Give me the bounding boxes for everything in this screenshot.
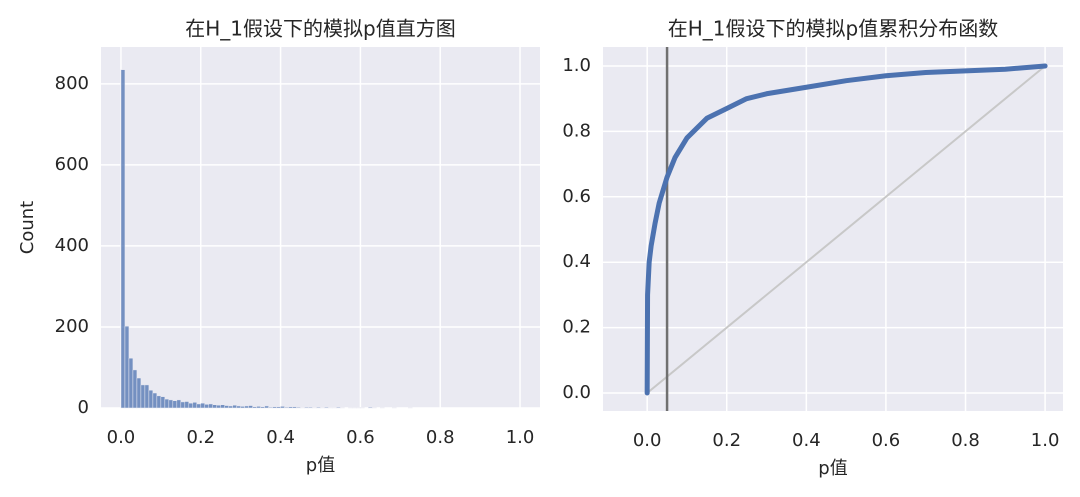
bar (152, 392, 158, 409)
x-tick-label: 0.4 (792, 430, 821, 451)
y-tick-label: 600 (55, 154, 89, 175)
bar (172, 400, 178, 409)
bar (176, 399, 182, 409)
bar (292, 406, 297, 409)
x-tick-label: 0.8 (951, 430, 980, 451)
bar (128, 357, 134, 409)
bar (132, 369, 138, 409)
x-tick-label: 0.4 (266, 427, 295, 448)
bar (124, 325, 130, 409)
bar (280, 406, 285, 409)
bar (168, 399, 174, 409)
bar (140, 384, 146, 409)
bar (336, 406, 341, 409)
bar (136, 377, 142, 409)
bar (224, 405, 229, 409)
bar (208, 403, 213, 409)
x-tick-label: 0.6 (872, 430, 901, 451)
y-tick-label: 400 (55, 235, 89, 256)
y-tick-label: 0.6 (562, 186, 591, 207)
bar (144, 384, 150, 409)
bar (308, 406, 313, 409)
bar (156, 395, 162, 409)
bar (228, 405, 233, 409)
bar (180, 401, 186, 409)
chart-title: 在H_1假设下的模拟p值累积分布函数 (668, 17, 998, 41)
bar (304, 406, 309, 409)
bar (324, 406, 329, 409)
y-axis-label: Count (17, 201, 38, 254)
bar (248, 405, 253, 409)
chart-title: 在H_1假设下的模拟p值直方图 (185, 17, 455, 41)
x-axis-label: p值 (818, 458, 847, 479)
bar (148, 389, 154, 409)
bar (188, 402, 194, 409)
line (644, 63, 1048, 396)
y-tick-label: 1.0 (562, 55, 591, 76)
bar (288, 406, 293, 409)
x-tick-label: 0.2 (712, 430, 741, 451)
y-tick-label: 0 (78, 397, 89, 418)
line (646, 64, 1047, 395)
bar (204, 404, 210, 409)
plot-area (603, 47, 1063, 411)
bar (216, 404, 221, 409)
bar (272, 406, 277, 409)
bar (316, 406, 321, 409)
bar (240, 406, 245, 409)
bar (212, 404, 217, 409)
bar (264, 405, 269, 409)
bar (256, 406, 261, 409)
bar (192, 402, 198, 409)
plot-area (101, 47, 540, 408)
y-tick-label: 0.2 (562, 317, 591, 338)
bar (196, 403, 202, 409)
bar (184, 401, 190, 409)
y-tick-label: 0.4 (562, 251, 591, 272)
x-tick-label: 0.0 (107, 427, 136, 448)
x-axis-label: p值 (306, 455, 335, 476)
bar (220, 404, 225, 409)
bar (200, 402, 206, 409)
x-tick-label: 0.0 (633, 430, 662, 451)
x-tick-label: 1.0 (506, 427, 535, 448)
bar (260, 406, 265, 409)
x-tick-label: 1.0 (1031, 430, 1060, 451)
bar (268, 406, 273, 409)
bar (368, 406, 373, 409)
bar (236, 405, 241, 409)
bar (244, 405, 249, 409)
bar (160, 396, 166, 409)
bar (252, 406, 257, 409)
bar (276, 406, 281, 409)
bar (120, 69, 126, 409)
y-tick-label: 0.8 (562, 120, 591, 141)
y-tick-label: 0.0 (562, 382, 591, 403)
bar (164, 398, 170, 409)
y-tick-label: 200 (55, 316, 89, 337)
x-tick-label: 0.8 (426, 427, 455, 448)
bar (232, 404, 237, 409)
y-tick-label: 800 (55, 73, 89, 94)
bar (296, 406, 301, 409)
x-tick-label: 0.2 (186, 427, 215, 448)
bar (284, 406, 289, 409)
x-tick-label: 0.6 (346, 427, 375, 448)
